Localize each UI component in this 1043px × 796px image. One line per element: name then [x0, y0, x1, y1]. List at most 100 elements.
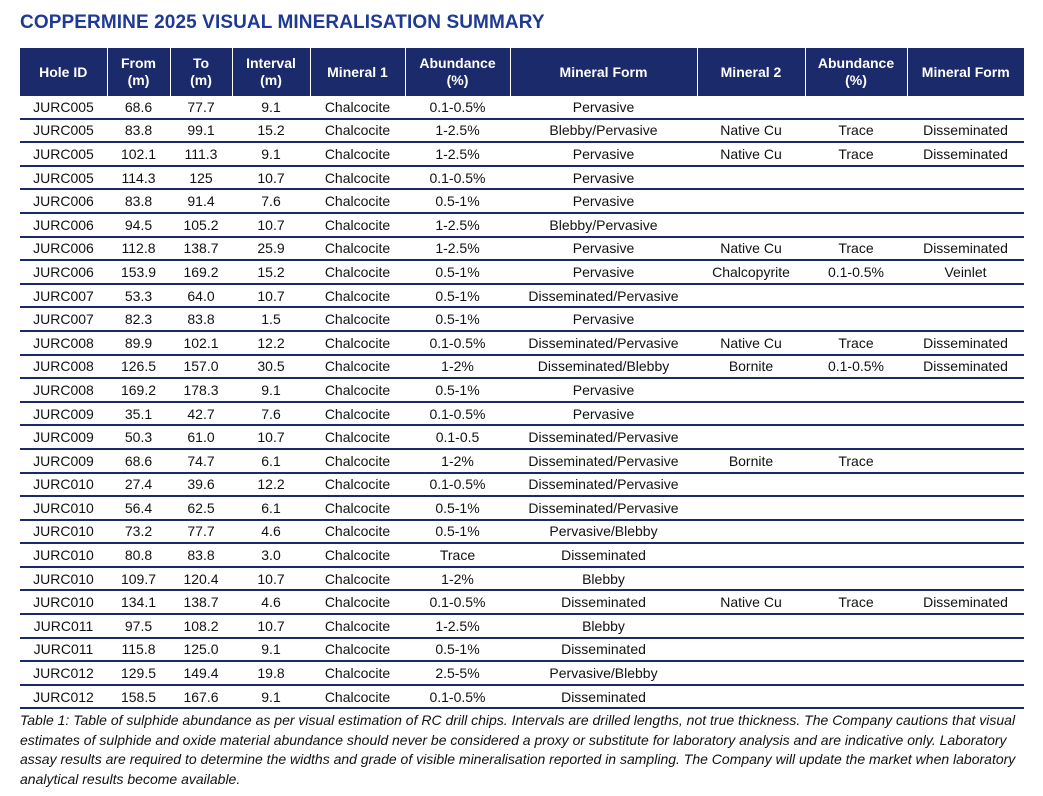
table-cell — [805, 283, 907, 309]
table-cell: JURC006 — [20, 212, 107, 238]
table-cell: 120.4 — [170, 566, 232, 592]
table-cell: 169.2 — [170, 260, 232, 285]
table-cell: Blebby — [510, 614, 697, 639]
table-cell: 6.1 — [232, 448, 310, 474]
table-row: JURC009 35.1 42.7 7.6 Chalcocite 0.1-0.5% Perv… — [20, 401, 1024, 427]
table-cell: 27.4 — [107, 472, 170, 498]
mineralisation-table: Hole ID From (m) To (m) Interval (m) Mineral… — [20, 48, 1024, 710]
table-cell — [805, 661, 907, 686]
table-cell — [805, 637, 907, 663]
table-cell: 53.3 — [107, 283, 170, 309]
table-cell: Chalcocite — [310, 590, 405, 616]
table-cell — [907, 661, 1024, 686]
table-cell: 0.1-0.5% — [405, 401, 510, 427]
table-cell — [907, 543, 1024, 568]
table-cell: 68.6 — [107, 448, 170, 474]
table-cell — [907, 496, 1024, 521]
table-cell: 30.5 — [232, 354, 310, 380]
table-cell: 64.0 — [170, 283, 232, 309]
table-cell: JURC010 — [20, 590, 107, 616]
table-cell: 1-2.5% — [405, 614, 510, 639]
table-cell — [805, 614, 907, 639]
table-cell: Pervasive — [510, 96, 697, 120]
table-cell — [697, 212, 805, 238]
table-cell: Pervasive — [510, 260, 697, 285]
column-header: Mineral 2 — [696, 48, 805, 96]
table-cell: Native Cu — [697, 236, 805, 262]
table-cell: JURC007 — [20, 283, 107, 309]
table-row: JURC009 50.3 61.0 10.7 Chalcocite 0.1-0.5 Diss… — [20, 425, 1024, 450]
caption: Table 1: Table of sulphide abundance as … — [20, 712, 1016, 787]
table-cell: 0.5-1% — [405, 637, 510, 663]
table-cell: 91.4 — [170, 189, 232, 214]
table-cell: 0.1-0.5% — [405, 96, 510, 120]
table-cell: Chalcocite — [310, 401, 405, 427]
table-cell: 0.5-1% — [405, 283, 510, 309]
table-row: JURC006 153.9 169.2 15.2 Chalcocite 0.5-1% Per… — [20, 260, 1024, 285]
table-cell — [907, 165, 1024, 191]
table-cell: Pervasive — [510, 378, 697, 403]
table-cell: 169.2 — [107, 378, 170, 403]
table-cell — [697, 684, 805, 710]
table-cell — [697, 614, 805, 639]
table-cell: Disseminated/Pervasive — [510, 496, 697, 521]
table-cell — [805, 189, 907, 214]
table-cell — [697, 378, 805, 403]
table-cell: Chalcocite — [310, 684, 405, 710]
table-cell — [805, 496, 907, 521]
table-row: JURC012 158.5 167.6 9.1 Chalcocite 0.1-0.5% Di… — [20, 684, 1024, 710]
table-cell: 134.1 — [107, 590, 170, 616]
column-header: Mineral Form — [906, 48, 1024, 96]
column-header: Mineral Form — [509, 48, 697, 96]
column-header: Mineral 1 — [309, 48, 405, 96]
table-cell: Blebby/Pervasive — [510, 212, 697, 238]
table-cell: 109.7 — [107, 566, 170, 592]
table-cell: 149.4 — [170, 661, 232, 686]
table-cell — [805, 378, 907, 403]
table-cell: 9.1 — [232, 378, 310, 403]
table-cell: 77.7 — [170, 96, 232, 120]
table-cell: 62.5 — [170, 496, 232, 521]
table-cell: 102.1 — [170, 330, 232, 356]
table-row: JURC010 80.8 83.8 3.0 Chalcocite Trace Dissemi… — [20, 543, 1024, 568]
table-cell: Disseminated — [510, 684, 697, 710]
table-cell: Disseminated/Blebby — [510, 354, 697, 380]
table-cell — [907, 566, 1024, 592]
table-cell: JURC005 — [20, 118, 107, 144]
column-header: From (m) — [106, 48, 170, 96]
table-cell: 1-2.5% — [405, 236, 510, 262]
column-header: To (m) — [169, 48, 232, 96]
table-cell: 4.6 — [232, 519, 310, 545]
table-cell: 0.5-1% — [405, 378, 510, 403]
table-cell: 153.9 — [107, 260, 170, 285]
table-cell: 50.3 — [107, 425, 170, 450]
table-cell — [697, 307, 805, 332]
table-row: JURC011 97.5 108.2 10.7 Chalcocite 1-2.5% Bleb… — [20, 614, 1024, 639]
table-cell — [697, 543, 805, 568]
table-cell — [907, 378, 1024, 403]
table-cell: 0.5-1% — [405, 496, 510, 521]
table-cell: 6.1 — [232, 496, 310, 521]
table-cell: JURC010 — [20, 543, 107, 568]
table-cell: 178.3 — [170, 378, 232, 403]
table-cell — [907, 212, 1024, 238]
table-cell: 1-2% — [405, 354, 510, 380]
table-cell: 10.7 — [232, 566, 310, 592]
table-cell: Disseminated — [510, 590, 697, 616]
table-cell: JURC011 — [20, 614, 107, 639]
table-cell: 0.5-1% — [405, 307, 510, 332]
table-cell: 0.5-1% — [405, 519, 510, 545]
table-row: JURC009 68.6 74.7 6.1 Chalcocite 1-2% Dissemin… — [20, 448, 1024, 474]
column-header: Abundance (%) — [404, 48, 510, 96]
table-row: JURC005 68.6 77.7 9.1 Chalcocite 0.1-0.5% Perv… — [20, 96, 1024, 120]
table-cell: Native Cu — [697, 590, 805, 616]
table-cell: 0.1-0.5% — [405, 472, 510, 498]
table-cell: JURC009 — [20, 448, 107, 474]
table-cell — [907, 96, 1024, 120]
table-cell: 89.9 — [107, 330, 170, 356]
table-cell: 73.2 — [107, 519, 170, 545]
table-cell — [805, 566, 907, 592]
table-cell: 138.7 — [170, 236, 232, 262]
table-cell: 83.8 — [170, 543, 232, 568]
